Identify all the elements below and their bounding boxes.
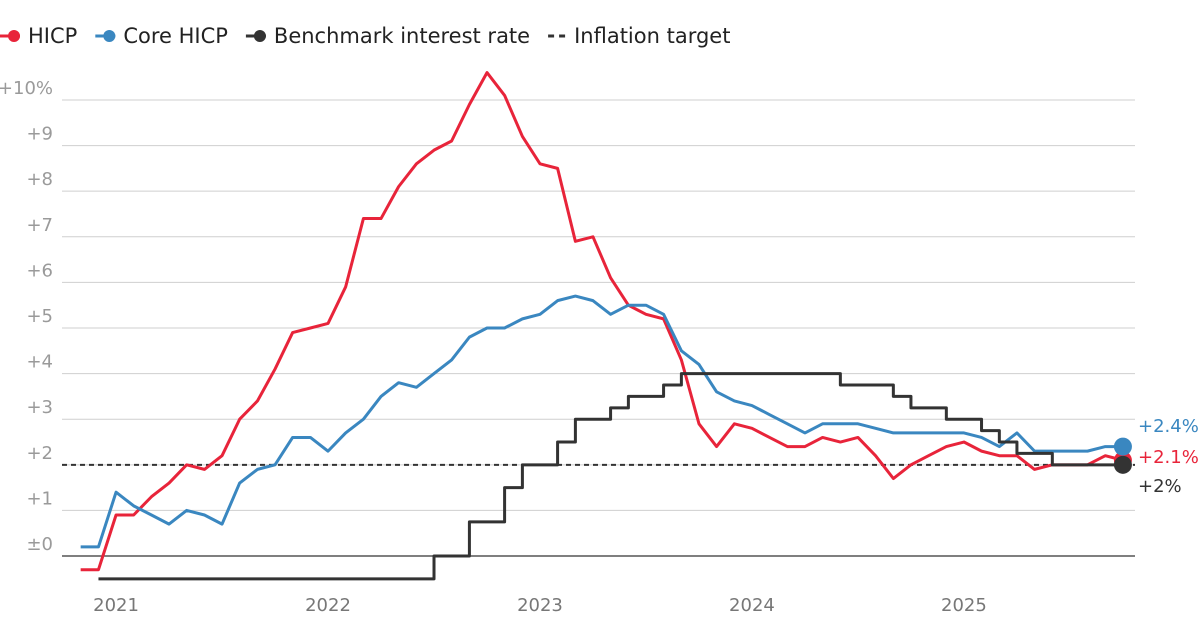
legend-dot <box>253 30 266 42</box>
series-line <box>80 71 1124 572</box>
y-tick-label: +6 <box>26 260 53 281</box>
y-tick-label: +1 <box>26 488 53 509</box>
x-tick-label: 2021 <box>93 595 139 616</box>
end-label: +2% <box>1138 476 1182 497</box>
legend-dot <box>8 30 20 42</box>
end-label: +2.1% <box>1138 447 1199 468</box>
legend-label: HICP <box>28 24 77 48</box>
legend-label: Core HICP <box>123 24 228 48</box>
x-tick-label: 2024 <box>729 595 775 616</box>
end-dot <box>1113 437 1132 456</box>
y-tick-label: +9 <box>26 124 53 145</box>
y-tick-label: ±0 <box>26 534 53 555</box>
x-tick-label: 2023 <box>517 595 563 616</box>
y-tick-label: +5 <box>26 306 53 327</box>
series-line <box>80 294 1123 549</box>
legend-label: Benchmark interest rate <box>274 24 530 48</box>
y-tick-label: +3 <box>26 397 53 418</box>
legend-label: Inflation target <box>574 24 730 48</box>
y-tick-label: +2 <box>26 443 53 464</box>
y-tick-label: +10% <box>0 78 53 99</box>
end-dot <box>1113 455 1132 474</box>
x-tick-label: 2022 <box>305 595 351 616</box>
legend-dot <box>103 30 116 42</box>
end-label: +2.4% <box>1138 416 1199 437</box>
legend: HICP Core HICP Benchmark interest rate Infl… <box>0 24 730 48</box>
y-tick-label: +7 <box>26 215 53 236</box>
y-tick-label: +8 <box>26 169 53 190</box>
y-tick-label: +4 <box>26 352 53 373</box>
x-tick-label: 2025 <box>941 595 987 616</box>
series-line <box>98 372 1123 581</box>
